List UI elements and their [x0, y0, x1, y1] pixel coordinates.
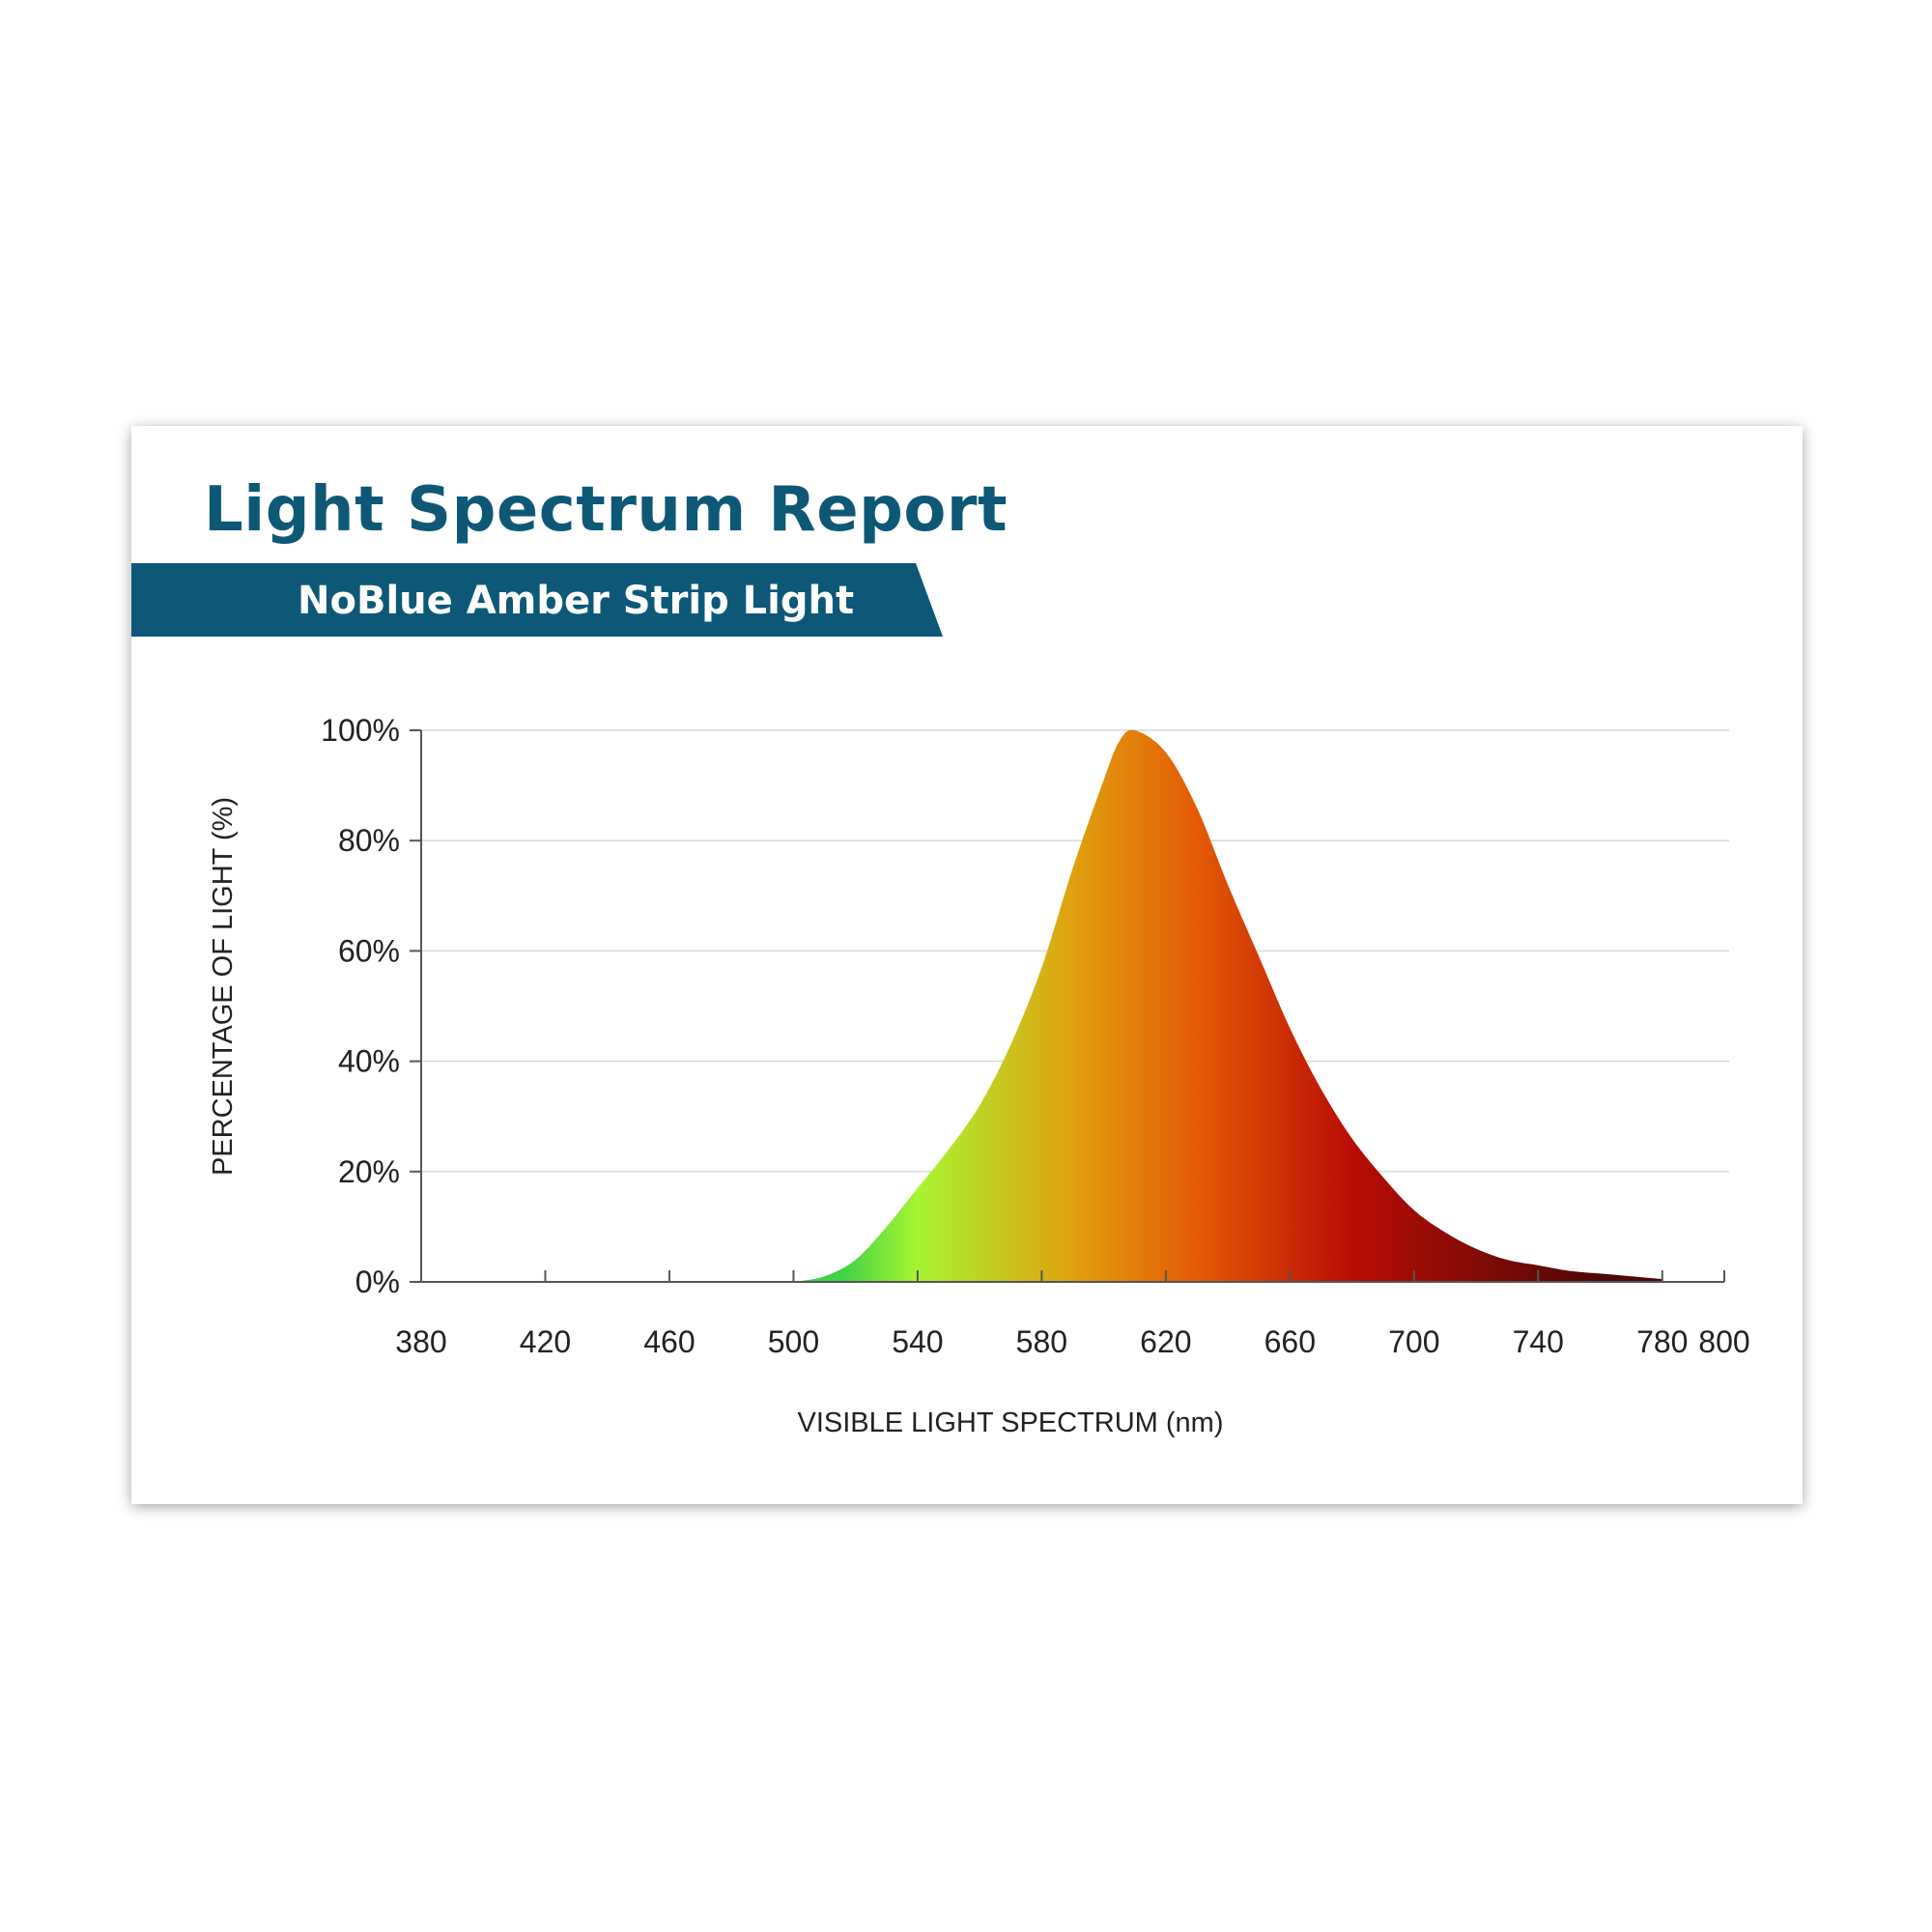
grid-lines	[421, 729, 1729, 1173]
report-card: Light Spectrum Report NoBlue Amber Strip…	[131, 426, 1803, 1504]
x-tick-label: 660	[1264, 1324, 1316, 1359]
x-tick-label: 800	[1698, 1324, 1749, 1359]
y-tick-label: 40%	[338, 1044, 400, 1079]
x-tick-label: 380	[395, 1324, 446, 1359]
x-tick-label: 620	[1140, 1324, 1191, 1359]
y-tick-label: 0%	[355, 1264, 400, 1299]
y-tick-label: 60%	[338, 933, 400, 968]
spectrum-chart: 380 420 460 500 540 580 620 660 700 740 780 800 0% 2…	[208, 713, 1750, 1438]
y-axis-ticks: 0% 20% 40% 60% 80% 100%	[321, 713, 421, 1299]
x-tick-label: 700	[1388, 1324, 1439, 1359]
x-tick-label: 500	[768, 1324, 819, 1359]
x-tick-label: 780	[1636, 1324, 1688, 1359]
x-axis-label: VISIBLE LIGHT SPECTRUM (nm)	[798, 1407, 1224, 1438]
x-tick-label: 460	[643, 1324, 695, 1359]
y-tick-label: 20%	[338, 1154, 400, 1189]
y-axis-label: PERCENTAGE OF LIGHT (%)	[208, 797, 239, 1176]
chart-axes	[420, 730, 1724, 1283]
report-title: Light Spectrum Report	[204, 474, 1009, 546]
spectrum-area-series	[793, 729, 1662, 1282]
spectrum-area	[793, 729, 1662, 1282]
x-tick-label: 420	[520, 1324, 571, 1359]
x-tick-label: 580	[1016, 1324, 1067, 1359]
y-tick-label: 100%	[321, 713, 400, 748]
x-tick-label: 540	[892, 1324, 943, 1359]
report-subtitle: NoBlue Amber Strip Light	[298, 579, 855, 623]
y-tick-label: 80%	[338, 823, 400, 858]
subtitle-banner	[131, 563, 943, 637]
x-axis-ticks: 380 420 460 500 540 580 620 660 700 740 780 800	[395, 1270, 1750, 1359]
x-tick-label: 740	[1513, 1324, 1564, 1359]
